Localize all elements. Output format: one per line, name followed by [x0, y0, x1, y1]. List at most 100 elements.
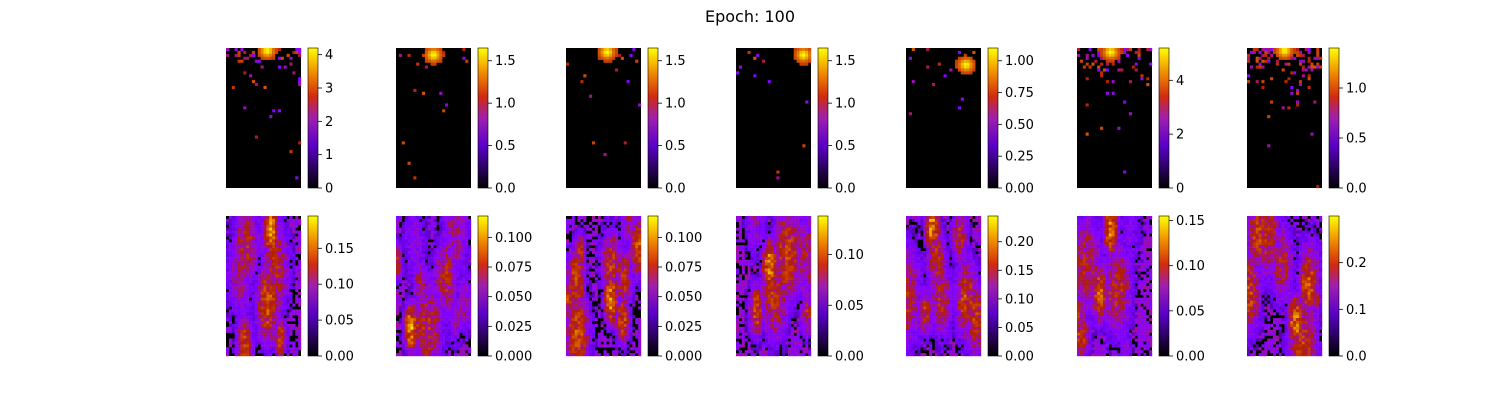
heatmap-cell: [445, 253, 449, 258]
heatmap-cell: [249, 268, 253, 272]
heatmap-cell: [243, 248, 247, 252]
heatmap-cell: [234, 326, 238, 330]
heatmap-cell: [600, 303, 604, 307]
heatmap-cell: [413, 274, 417, 278]
heatmap-cell: [796, 291, 800, 295]
heatmap-cell: [292, 251, 296, 255]
heatmap-cell: [1108, 48, 1112, 52]
heatmap-cell: [761, 326, 766, 330]
heatmap-cell: [638, 253, 642, 258]
heatmap-cell: [468, 291, 472, 295]
heatmap-cell: [759, 248, 763, 252]
heatmap-cell: [767, 274, 771, 278]
heatmap-cell: [430, 300, 434, 304]
heatmap-cell: [790, 216, 794, 220]
heatmap-cell: [277, 65, 281, 69]
heatmap-cell: [764, 323, 768, 328]
heatmap-cell: [234, 286, 238, 290]
heatmap-cell: [802, 309, 806, 313]
heatmap-cell: [1085, 132, 1089, 136]
heatmap-cell: [635, 332, 639, 336]
heatmap-cell: [606, 248, 610, 252]
heatmap-cell: [583, 74, 587, 78]
heatmap-cell: [597, 344, 601, 348]
heatmap-cell: [407, 224, 411, 228]
heatmap-cell: [427, 221, 431, 225]
heatmap-cell: [419, 227, 423, 231]
heatmap-cell: [416, 323, 420, 328]
heatmap-cell: [736, 271, 740, 275]
heatmap-cell: [407, 312, 411, 316]
heatmap-cell: [237, 347, 241, 351]
heatmap-cell: [442, 303, 446, 307]
heatmap-cell: [571, 268, 575, 272]
heatmap-cell: [442, 242, 446, 246]
heatmap-cell: [401, 300, 405, 304]
heatmap-cell: [269, 312, 273, 316]
heatmap-cell: [799, 271, 803, 275]
heatmap-cell: [574, 344, 578, 348]
heatmap-cell: [269, 353, 273, 357]
heatmap-cell: [926, 48, 930, 52]
heatmap-cell: [626, 309, 630, 313]
heatmap-cell: [589, 288, 593, 293]
colorbar-tick-label: 0.075: [665, 261, 702, 276]
heatmap-cell: [433, 318, 437, 322]
heatmap-cell: [226, 48, 230, 52]
heatmap-cell: [404, 332, 408, 336]
colorbar: [307, 47, 319, 189]
heatmap-cell: [410, 239, 414, 243]
heatmap-cell: [416, 259, 420, 263]
heatmap-cell: [623, 321, 627, 325]
heatmap-cell: [612, 262, 616, 266]
heatmap-cell: [398, 218, 402, 223]
heatmap-cell: [453, 216, 457, 220]
heatmap-cell: [802, 48, 806, 52]
heatmap-cell: [260, 297, 264, 301]
heatmap-cell: [436, 233, 440, 237]
heatmap-cell: [447, 256, 451, 260]
heatmap-cell: [424, 321, 428, 325]
heatmap-cell: [450, 256, 454, 260]
heatmap-cell: [632, 248, 636, 252]
heatmap-cell: [738, 312, 742, 316]
heatmap-cell: [456, 323, 460, 328]
heatmap-cell: [612, 256, 616, 260]
heatmap-cell: [597, 315, 601, 319]
heatmap-cell: [289, 286, 293, 290]
heatmap-cell: [802, 303, 806, 307]
heatmap-cell: [404, 326, 408, 330]
heatmap-cell: [764, 233, 768, 237]
heatmap-cell: [275, 242, 279, 246]
heatmap-cell: [1304, 48, 1308, 52]
heatmap-cell: [1140, 74, 1144, 78]
heatmap-cell: [574, 262, 578, 266]
heatmap-cell: [226, 239, 230, 243]
heatmap-cell: [419, 274, 423, 278]
heatmap-cell: [462, 332, 466, 336]
heatmap-cell: [566, 253, 570, 258]
heatmap-cell: [759, 218, 763, 223]
heatmap-cell: [234, 239, 238, 243]
heatmap-cell: [447, 291, 451, 295]
heatmap-cell: [447, 253, 451, 258]
heatmap-cell: [761, 283, 766, 287]
heatmap-cell: [796, 221, 800, 225]
colorbar-tick-label: 1.5: [665, 54, 686, 69]
heatmap-cell: [419, 315, 423, 319]
heatmap-cell: [280, 230, 284, 234]
heatmap-cell: [793, 239, 797, 243]
heatmap-cell: [263, 262, 267, 266]
heatmap-cell: [254, 286, 258, 290]
heatmap-cell: [761, 251, 766, 255]
heatmap-cell: [401, 248, 405, 252]
heatmap-cell: [759, 227, 763, 231]
heatmap-cell: [254, 248, 258, 252]
heatmap-cell: [228, 315, 232, 319]
heatmap-cell: [776, 306, 780, 310]
heatmap-cell: [424, 318, 428, 322]
heatmap-cell: [277, 312, 281, 316]
heatmap-cell: [243, 344, 247, 348]
heatmap-cell: [574, 297, 578, 301]
heatmap-cell: [234, 321, 238, 325]
